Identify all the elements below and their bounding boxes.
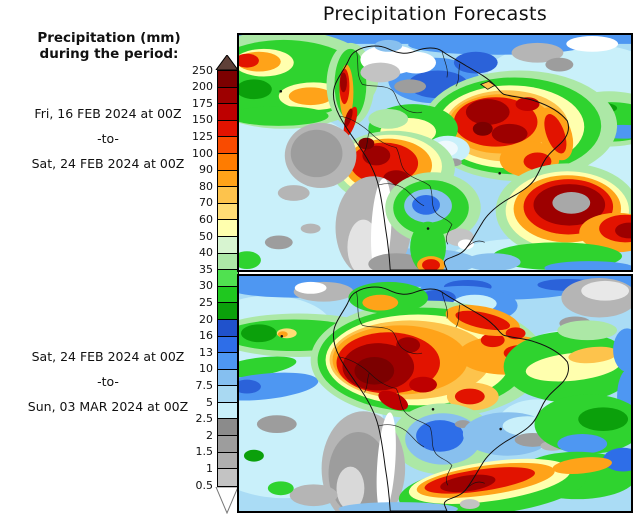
colorbar-bands xyxy=(217,70,239,487)
colorbar-band xyxy=(218,353,238,370)
colorbar-tick-label: 90 xyxy=(199,163,213,177)
colorbar-tick-label: 1 xyxy=(206,461,213,475)
colorbar-band xyxy=(218,253,238,271)
colorbar-tick-label: 150 xyxy=(192,113,213,127)
colorbar-tick-label: 250 xyxy=(192,63,213,77)
colorbar-band xyxy=(218,170,238,188)
precip-shading xyxy=(239,35,631,270)
colorbar-band xyxy=(218,120,238,138)
legend-heading-line1: Precipitation (mm) xyxy=(37,30,181,46)
colorbar-tick-label: 2.5 xyxy=(195,412,214,426)
colorbar-tick-label: 16 xyxy=(199,329,213,343)
colorbar-tick-label: 0.5 xyxy=(195,478,214,492)
colorbar-overmax-arrow-icon xyxy=(215,55,239,70)
colorbar-tick-label: 100 xyxy=(192,146,213,160)
colorbar-tick-label: 5 xyxy=(206,395,213,409)
forecast-map-week1-canvas xyxy=(239,35,631,270)
colorbar-tick-label: 10 xyxy=(199,362,213,376)
colorbar-band xyxy=(218,220,238,237)
colorbar-tick-labels: 250 200 175 150 125 100 90 80 70 60 50 40 35 30 25 20 16… xyxy=(171,55,213,514)
colorbar-tick-label: 2 xyxy=(206,428,213,442)
colorbar-band xyxy=(218,286,238,304)
period-1-to: Sat, 24 FEB 2024 at 00Z xyxy=(31,156,185,171)
period-2-label: Sat, 24 FEB 2024 at 00Z -to- Sun, 03 MAR… xyxy=(4,349,212,415)
colorbar-band xyxy=(218,87,238,105)
colorbar-band xyxy=(218,319,238,337)
colorbar-tick-label: 7.5 xyxy=(195,378,214,392)
colorbar-band xyxy=(218,104,238,121)
forecast-map-week1 xyxy=(237,33,633,272)
colorbar-band xyxy=(218,187,238,204)
colorbar-band xyxy=(218,402,238,420)
colorbar-band xyxy=(218,270,238,287)
colorbar-undermin-arrow-icon xyxy=(215,486,239,514)
period-1-separator: -to- xyxy=(97,131,119,146)
colorbar-tick-label: 30 xyxy=(199,279,213,293)
colorbar-tick-label: 60 xyxy=(199,212,213,226)
period-1-from: Fri, 16 FEB 2024 at 00Z xyxy=(34,106,182,121)
colorbar-band xyxy=(218,436,238,453)
colorbar-tick-label: 1.5 xyxy=(195,445,214,459)
coastline-week1 xyxy=(332,45,569,270)
colorbar-band xyxy=(218,236,238,254)
colorbar-band xyxy=(218,203,238,221)
colorbar-band xyxy=(218,369,238,387)
colorbar-tick-label: 200 xyxy=(192,80,213,94)
colorbar-band xyxy=(218,419,238,437)
colorbar-tick-label: 35 xyxy=(199,262,213,276)
page-title: Precipitation Forecasts xyxy=(322,3,548,25)
colorbar: 250 200 175 150 125 100 90 80 70 60 50 40 35 30 25 20 16… xyxy=(171,55,241,514)
legend-heading-line2: during the period: xyxy=(39,46,179,63)
forecast-map-week2-canvas xyxy=(239,276,631,511)
colorbar-tick-label: 20 xyxy=(199,312,213,326)
period-1-label: Fri, 16 FEB 2024 at 00Z -to- Sat, 24 FEB… xyxy=(4,106,212,172)
period-2-to: Sun, 03 MAR 2024 at 00Z xyxy=(27,399,189,414)
colorbar-tick-label: 175 xyxy=(192,96,213,110)
colorbar-tick-label: 70 xyxy=(199,196,213,210)
precip-shading xyxy=(239,276,631,511)
forecast-map-week2 xyxy=(237,274,633,513)
colorbar-band xyxy=(218,469,238,486)
colorbar-band xyxy=(218,153,238,171)
colorbar-tick-label: 125 xyxy=(192,129,213,143)
period-2-from: Sat, 24 FEB 2024 at 00Z xyxy=(31,349,185,364)
colorbar-tick-label: 13 xyxy=(199,345,213,359)
period-2-separator: -to- xyxy=(97,374,119,389)
colorbar-band xyxy=(218,386,238,403)
legend-heading: Precipitation (mm) during the period: xyxy=(8,30,210,62)
colorbar-band xyxy=(218,303,238,320)
colorbar-tick-label: 50 xyxy=(199,229,213,243)
colorbar-band xyxy=(218,452,238,470)
colorbar-tick-label: 40 xyxy=(199,246,213,260)
colorbar-band xyxy=(218,137,238,154)
colorbar-band xyxy=(218,336,238,354)
colorbar-tick-label: 80 xyxy=(199,179,213,193)
colorbar-tick-label: 25 xyxy=(199,295,213,309)
colorbar-band xyxy=(218,71,238,88)
